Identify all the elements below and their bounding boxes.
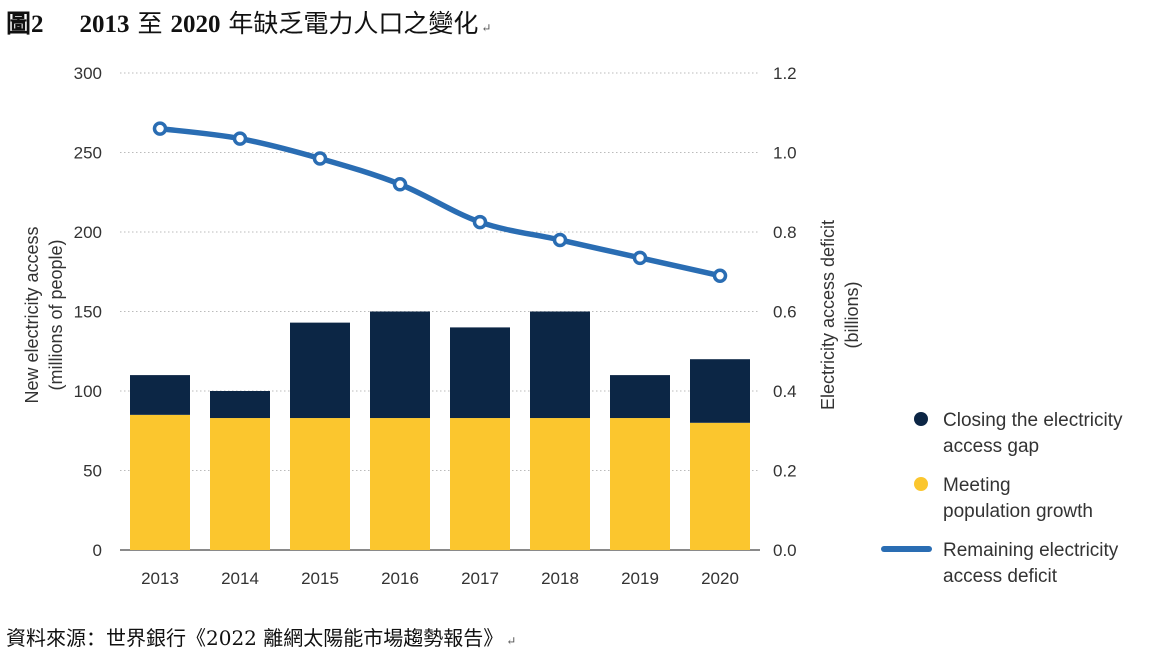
- bar-gap: [450, 327, 510, 419]
- bar-growth: [450, 418, 510, 550]
- right-axis-subtitle: (billions): [842, 281, 862, 348]
- x-tick-label: 2019: [621, 569, 659, 588]
- left-tick-label: 150: [74, 303, 102, 322]
- title-year-start: 2013: [79, 11, 130, 38]
- right-tick-label: 0.4: [773, 382, 797, 401]
- x-tick-label: 2013: [141, 569, 179, 588]
- legend-gap-marker: [914, 412, 928, 426]
- right-tick-label: 0.6: [773, 303, 797, 322]
- legend: Closing the electricity access gap Meeti…: [881, 410, 1123, 587]
- left-tick-label: 50: [83, 462, 102, 481]
- legend-deficit-label-1: Remaining electricity: [943, 540, 1119, 561]
- deficit-line-group: [152, 121, 728, 283]
- bar-gap: [690, 359, 750, 423]
- deficit-point: [632, 250, 648, 266]
- figure-title: 圖2 2013 至 2020 年缺乏電力人口之變化 ↵: [6, 4, 491, 40]
- figure-number: 圖2: [6, 11, 44, 38]
- bar-gap: [530, 311, 590, 419]
- legend-growth-marker: [914, 477, 928, 491]
- source-paragraph-mark: ↵: [506, 634, 517, 648]
- left-tick-label: 250: [74, 144, 102, 163]
- x-tick-label: 2018: [541, 569, 579, 588]
- title-year-end: 2020: [170, 11, 221, 38]
- title-rest: 年缺乏電力人口之變化: [228, 9, 479, 38]
- x-tick-label: 2014: [221, 569, 259, 588]
- bar-gap: [370, 311, 430, 419]
- left-tick-label: 200: [74, 223, 102, 242]
- bar-growth: [370, 418, 430, 550]
- legend-growth-label-1: Meeting: [943, 475, 1011, 496]
- left-tick-label: 100: [74, 382, 102, 401]
- deficit-point: [232, 131, 248, 146]
- bar-gap: [610, 375, 670, 419]
- legend-gap-label-1: Closing the electricity: [943, 410, 1123, 431]
- bar-gap: [210, 391, 270, 419]
- deficit-point: [312, 151, 328, 166]
- bar-growth: [610, 418, 670, 550]
- right-axis-title: Electricity access deficit: [818, 220, 838, 410]
- title-to: 至: [137, 9, 163, 38]
- bar-growth: [530, 418, 590, 550]
- deficit-point: [712, 268, 728, 283]
- bar-growth: [690, 422, 750, 550]
- bar-growth: [130, 414, 190, 550]
- source-text: 資料來源：世界銀行《2022 離網太陽能市場趨勢報告》: [6, 626, 504, 650]
- legend-growth-label-2: population growth: [943, 501, 1093, 522]
- source-note: 資料來源：世界銀行《2022 離網太陽能市場趨勢報告》 ↵: [6, 622, 516, 651]
- right-tick-label: 1.2: [773, 64, 797, 83]
- legend-deficit-label-2: access deficit: [943, 566, 1058, 587]
- x-tick-label: 2020: [701, 569, 739, 588]
- bar-gap: [290, 322, 350, 419]
- x-tick-label: 2017: [461, 569, 499, 588]
- left-axis-ticks: 0 50 100 150 200 250 300: [74, 64, 102, 560]
- right-tick-label: 0.0: [773, 541, 797, 560]
- bar-growth: [210, 418, 270, 550]
- x-tick-label: 2016: [381, 569, 419, 588]
- bar-gap: [130, 375, 190, 415]
- right-tick-label: 0.8: [773, 223, 797, 242]
- paragraph-mark: ↵: [481, 21, 492, 35]
- right-tick-label: 0.2: [773, 462, 797, 481]
- left-axis-title: New electricity access: [22, 226, 42, 403]
- legend-gap-label-2: access gap: [943, 436, 1039, 457]
- deficit-point: [152, 121, 168, 136]
- right-axis-ticks: 0.0 0.2 0.4 0.6 0.8 1.0 1.2: [773, 64, 797, 560]
- left-tick-label: 300: [74, 64, 102, 83]
- deficit-point: [472, 214, 488, 230]
- bar-growth: [290, 418, 350, 550]
- deficit-point: [392, 177, 408, 192]
- right-tick-label: 1.0: [773, 144, 797, 163]
- x-tick-label: 2015: [301, 569, 339, 588]
- deficit-point: [552, 232, 568, 248]
- left-axis-subtitle: (millions of people): [46, 239, 66, 390]
- left-tick-label: 0: [93, 541, 102, 560]
- x-axis-ticks: 2013 2014 2015 2016 2017 2018 2019 2020: [141, 569, 739, 588]
- bars: [130, 311, 750, 550]
